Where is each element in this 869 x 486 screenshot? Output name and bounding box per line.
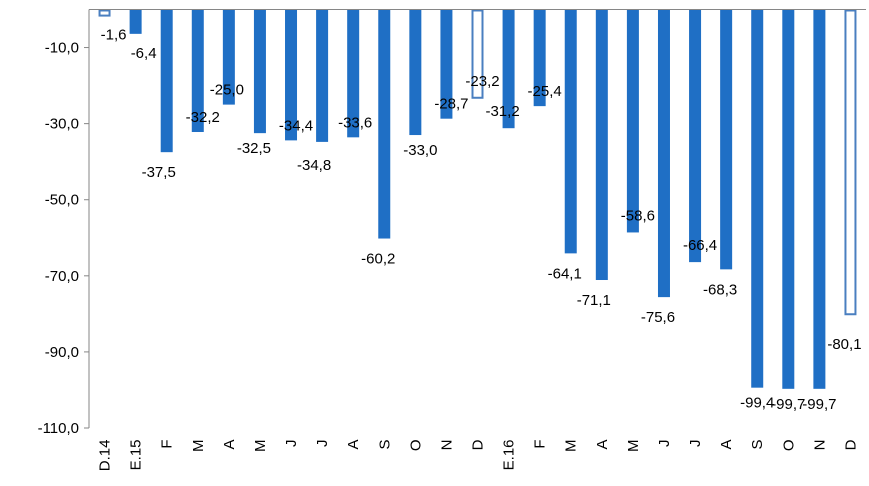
y-tick-label: -90,0 — [45, 344, 79, 361]
data-label: -23,2 — [465, 73, 499, 90]
category-label: F — [159, 440, 176, 449]
data-label: -6,4 — [131, 45, 157, 62]
data-labels-group: -1,6-6,4 -37,5 -32,2 -25,0 -32,5 -34,4 -34,8 -3… — [101, 27, 862, 413]
data-label: -66,4 — [683, 237, 717, 254]
data-label: -99,7 — [802, 396, 836, 413]
data-label: -32,2 — [186, 109, 220, 126]
bar — [129, 9, 142, 34]
bar — [595, 9, 608, 281]
data-label: -68,3 — [703, 281, 737, 298]
axes-group — [88, 9, 866, 428]
category-label: J — [656, 440, 673, 448]
category-label: O — [407, 440, 424, 452]
bar-hollow — [98, 9, 111, 17]
bar — [440, 9, 453, 119]
bar — [378, 9, 391, 239]
category-label: M — [563, 440, 580, 453]
bar — [253, 9, 266, 134]
category-label: S — [376, 440, 393, 450]
category-label: N — [438, 440, 455, 451]
data-label: -75,6 — [641, 309, 675, 326]
data-label: -1,6 — [101, 27, 127, 44]
bar — [626, 9, 639, 233]
bar — [409, 9, 422, 136]
y-tick-label: -50,0 — [45, 192, 79, 209]
category-label: M — [252, 440, 269, 453]
category-label: A — [221, 440, 238, 450]
data-label: -58,6 — [621, 207, 655, 224]
bar — [782, 9, 795, 389]
bar-hollow — [471, 9, 484, 99]
category-label: M — [190, 440, 207, 453]
data-label: -71,1 — [577, 292, 611, 309]
data-label: -64,1 — [548, 265, 582, 282]
bar — [751, 9, 764, 388]
data-label: -99,7 — [771, 396, 805, 413]
bar — [222, 9, 235, 105]
category-label: D — [470, 439, 487, 450]
data-label: -28,7 — [434, 96, 468, 113]
y-tick-label: -30,0 — [45, 116, 79, 133]
data-label: -25,0 — [210, 82, 244, 99]
bar-hollow — [844, 9, 857, 316]
bar — [657, 9, 670, 298]
data-label: -34,4 — [279, 117, 313, 134]
bar — [191, 9, 204, 133]
category-labels-group: D.14 E.15 F M A M J J A S O N D E.16 F M A M J J A S O N D — [97, 439, 860, 471]
bar — [813, 9, 826, 389]
data-label: -31,2 — [485, 103, 519, 120]
y-ticks-group: -10,0 -30,0 -50,0 -70,0 -90,0 -110,0 — [38, 40, 89, 437]
data-label: -80,1 — [827, 336, 861, 353]
category-label: S — [749, 440, 766, 450]
category-label: O — [780, 440, 797, 452]
bar — [689, 9, 702, 263]
category-label: J — [314, 440, 331, 448]
data-label: -99,4 — [740, 395, 774, 412]
data-label: -34,8 — [297, 157, 331, 174]
data-label: -32,5 — [237, 140, 271, 157]
data-label: -60,2 — [361, 251, 395, 268]
category-label: A — [594, 440, 611, 450]
bar — [564, 9, 577, 254]
y-tick-label: -10,0 — [45, 40, 79, 57]
category-label: N — [811, 440, 828, 451]
data-label: -33,6 — [338, 114, 372, 131]
bar — [502, 9, 515, 129]
data-label: -37,5 — [142, 164, 176, 181]
y-tick-label: -70,0 — [45, 268, 79, 285]
bar — [347, 9, 360, 138]
bar — [720, 9, 733, 270]
category-label: F — [532, 440, 549, 449]
category-label: D — [842, 439, 859, 450]
bar — [316, 9, 329, 142]
data-label: -33,0 — [403, 142, 437, 159]
bar — [285, 9, 298, 141]
category-label: J — [687, 440, 704, 448]
category-label: A — [718, 440, 735, 450]
category-label: J — [283, 440, 300, 448]
category-label: E.15 — [128, 440, 145, 471]
bar — [160, 9, 173, 153]
category-label: E.16 — [501, 440, 518, 471]
category-label: M — [625, 440, 642, 453]
bar — [533, 9, 546, 107]
data-label: -25,4 — [528, 83, 562, 100]
category-label: D.14 — [97, 440, 114, 472]
y-tick-label: -110,0 — [38, 420, 79, 437]
bars-group — [98, 9, 857, 389]
category-label: A — [345, 440, 362, 450]
